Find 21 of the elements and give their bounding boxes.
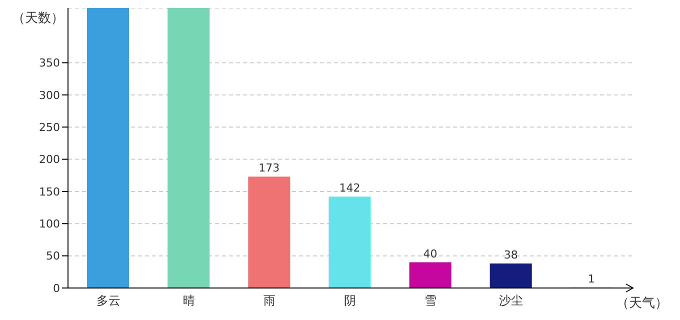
data-label: 173 [258,162,280,175]
data-label: 40 [423,247,438,260]
y-tick-label: 350 [39,56,60,70]
data-label: 1 [588,272,595,286]
y-tick-label: 0 [53,282,60,295]
x-tick-label: 阴 [344,294,356,308]
y-tick-label: 200 [39,153,60,166]
x-tick-label: 沙尘 [499,294,524,308]
y-tick-label: 250 [39,120,60,134]
y-tick-label: 300 [39,88,60,102]
y-axis-title: （天数） [12,11,64,26]
y-tick-label: 100 [39,218,60,231]
data-label: 38 [504,248,518,262]
x-tick-label: 晴 [182,294,195,308]
x-tick-label: 多云 [96,294,120,308]
y-tick-label: 150 [39,185,60,198]
data-label: 142 [339,182,360,195]
y-tick-label: 50 [46,250,60,263]
x-axis-title: （天气） [616,296,668,311]
x-tick-label: 雨 [263,294,276,308]
x-tick-label: 雪 [424,294,437,308]
